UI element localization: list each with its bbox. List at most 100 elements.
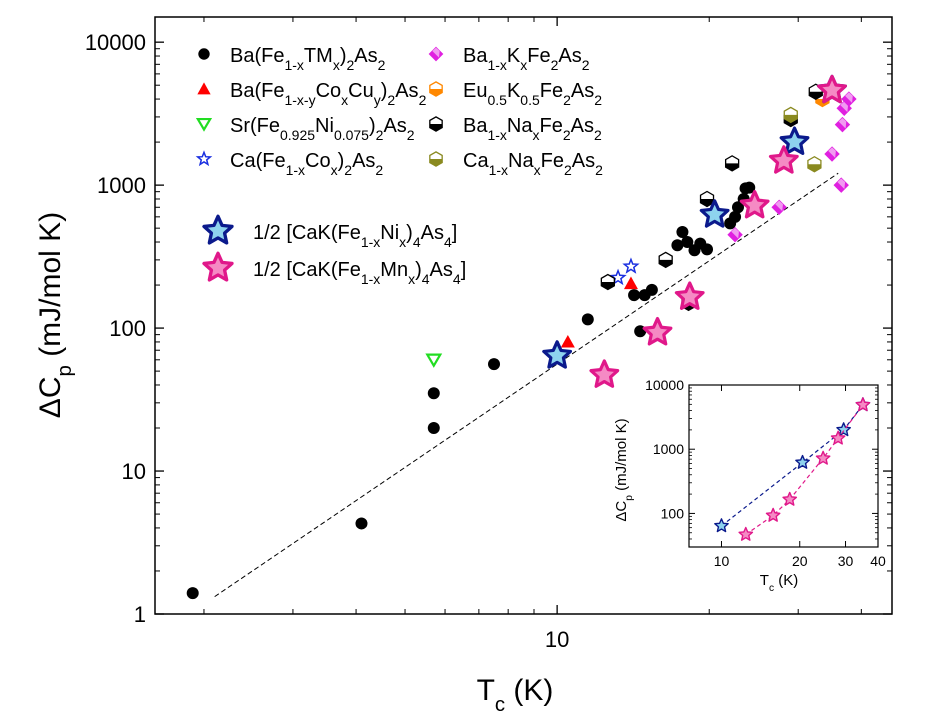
legend-label-right-3-part-5: 2 (564, 162, 572, 178)
point-6-3-fill (725, 163, 739, 171)
legend-label-right-2: Ba1-xNaxFe2As2 (463, 115, 602, 143)
legend-label-big-1-part-5: 4 (422, 271, 430, 287)
fit-line (214, 172, 839, 598)
point-9-5 (817, 74, 847, 104)
legend-label-left-3-part-6: As (352, 150, 375, 172)
inset-plot: 100 1000 10000 10 20 30 40 Tc (K) ΔCp (mJ/mol K) (613, 377, 886, 594)
legend-marker-left-2 (195, 117, 213, 132)
legend-label-left-0-part-5: 2 (346, 57, 354, 73)
legend-label-left-2-part-7: 2 (407, 127, 415, 143)
legend-label-right-3-part-0: Ca (463, 150, 489, 172)
legend-label-left-3-part-5: 2 (344, 162, 352, 178)
inset-point-1-3 (815, 450, 831, 465)
legend-label-big-0-part-7: 4 (444, 234, 452, 250)
x-axis-label-main: T (477, 674, 495, 707)
inset-x-axis-label-rest: (K) (774, 572, 798, 589)
legend-label-right-1-part-6: As (571, 80, 594, 102)
legend-label-big-1-part-4: ) (415, 259, 422, 281)
legend-label-right-1: Eu0.5K0.5Fe2As2 (463, 80, 602, 108)
inset-point-1-0 (738, 526, 754, 541)
legend-label-big-0-part-5: 4 (413, 234, 421, 250)
inset-x-axis-label-sub: c (769, 583, 774, 594)
inset-line-0 (721, 404, 864, 527)
legend-label-right-0-part-4: Fe (527, 45, 550, 67)
point-6-1-fill (659, 259, 673, 268)
legend: Ba(Fe1-xTMx)2As2 Ba(Fe1-x-yCoxCuy)2As2 Sr(… (195, 45, 603, 287)
inset-x-tick-label: 30 (838, 553, 854, 569)
inset-point-1-5 (855, 397, 871, 412)
y-axis-label-main: ΔC (34, 376, 67, 418)
legend-label-left-1-part-1: 1-x-y (284, 92, 315, 108)
legend-label-left-2-part-6: As (383, 115, 406, 137)
point-1-1 (623, 276, 638, 290)
legend-label-right-2-part-5: 2 (563, 127, 571, 143)
inset-point-1-1 (765, 507, 781, 522)
series-9 (589, 74, 847, 388)
legend-label-right-0-part-5: 2 (551, 57, 559, 73)
point-0-11 (676, 226, 689, 239)
legend-marker-left-1 (197, 82, 211, 95)
legend-label-left-3-part-2: Co (305, 150, 331, 172)
legend-label-big-1-part-7: 4 (453, 271, 461, 287)
x-axis-label-rest: (K) (505, 674, 553, 707)
series-7 (783, 106, 822, 173)
point-3-0 (609, 268, 627, 286)
inset-x-axis-label-main: T (760, 572, 769, 589)
legend-label-left-2-part-3: 0.075 (334, 127, 369, 143)
point-9-4 (768, 145, 799, 174)
point-4-5-highlight (840, 101, 849, 113)
point-9-3 (739, 189, 770, 219)
x-axis-label-sub: c (495, 694, 505, 716)
legend-label-right-1-part-7: 2 (594, 92, 602, 108)
legend-label-big-0-part-0: 1/2 [CaK(Fe (253, 222, 361, 244)
legend-label-left-2-part-0: Sr(Fe (230, 115, 280, 137)
legend-label-left-2-part-5: 2 (376, 127, 384, 143)
point-8-1 (699, 199, 730, 228)
legend-label-left-2-part-4: ) (369, 115, 376, 137)
legend-label-big-1-part-6: As (430, 259, 453, 281)
point-0-5 (581, 313, 594, 326)
point-8-0 (542, 340, 573, 369)
inset-point-0-0 (714, 518, 729, 533)
point-0-15 (701, 243, 714, 256)
legend-label-big-0-part-3: x (399, 234, 406, 250)
legend-marker-left-0 (198, 48, 210, 60)
legend-label-right-2-part-0: Ba (463, 115, 488, 137)
legend-label-right-2-part-2: Na (507, 115, 533, 137)
inset-point-1-2 (782, 491, 798, 506)
legend-label-right-0-part-7: 2 (582, 57, 590, 73)
legend-label-left-3: Ca(Fe1-xCox)2As2 (230, 150, 383, 178)
legend-label-right-0-part-3: x (520, 57, 527, 73)
inset-series-1 (738, 397, 871, 541)
point-1-0 (560, 334, 575, 348)
legend-label-left-1-part-4: Cu (348, 80, 374, 102)
legend-label-right-0-part-2: K (507, 45, 521, 67)
legend-label-right-3-part-3: x (534, 162, 541, 178)
inset-series-0 (714, 397, 871, 533)
inset-point-0-2 (836, 422, 851, 437)
legend-label-left-1-part-0: Ba(Fe (230, 80, 284, 102)
point-6-0-fill (601, 282, 615, 290)
legend-marker-left-3 (195, 150, 213, 167)
point-0-9 (645, 283, 658, 296)
x-tick-label: 10 (545, 627, 569, 652)
legend-label-left-0: Ba(Fe1-xTMx)2As2 (230, 45, 386, 73)
point-8-2 (779, 126, 810, 156)
legend-label-right-2-part-7: 2 (594, 127, 602, 143)
point-2-0 (425, 353, 443, 368)
point-4-4-highlight (838, 117, 847, 129)
point-9-1 (642, 316, 673, 346)
legend-marker-right-2-fill (429, 124, 443, 132)
point-9-2 (674, 281, 705, 310)
point-0-17 (729, 210, 742, 223)
legend-label-left-2-part-1: 0.925 (280, 127, 315, 143)
legend-label-big-0: 1/2 [CaK(Fe1-xNix)4As4] (253, 222, 457, 250)
point-0-6 (628, 289, 641, 302)
legend-label-right-2-part-1: 1-x (487, 127, 506, 143)
legend-label-left-2-part-2: Ni (315, 115, 334, 137)
legend-label-left-1: Ba(Fe1-x-yCoxCuy)2As2 (230, 80, 427, 108)
point-0-0 (186, 587, 199, 600)
legend-label-left-0-part-7: 2 (378, 57, 386, 73)
y-tick-label: 10000 (85, 30, 146, 55)
inset-x-axis-label: Tc (K) (760, 572, 798, 594)
